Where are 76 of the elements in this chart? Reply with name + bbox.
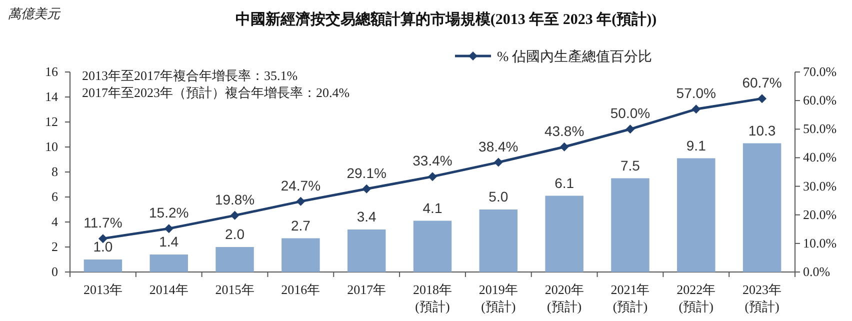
y-tick-label: 16: [45, 64, 58, 79]
data-label: 29.1%: [346, 164, 386, 181]
y-tick-label: 8: [52, 164, 58, 179]
y2-tick-label: 10.0%: [803, 235, 837, 250]
bar: [347, 230, 386, 272]
bar: [677, 158, 716, 272]
bar: [545, 196, 584, 272]
x-tick-label: 2017年: [347, 282, 386, 297]
data-label: 1.4: [159, 234, 179, 250]
point: [494, 158, 503, 167]
annotation: 2013年至2017年複合年增長率：35.1%: [82, 68, 298, 83]
data-label: 33.4%: [412, 152, 452, 169]
y-tick-label: 0: [52, 264, 58, 279]
point: [626, 124, 635, 134]
data-label: 3.4: [356, 208, 377, 224]
x-tick-label: 2022年 (預計): [676, 282, 716, 314]
x-tick-label: 2019年 (預計): [478, 282, 518, 314]
legend-label: % 佔國內生產總值百分比: [497, 49, 652, 65]
bar: [150, 254, 188, 272]
point: [428, 172, 437, 182]
data-label: 4.1: [422, 200, 442, 216]
data-label: 10.3: [748, 122, 776, 138]
y-tick-label: 2: [52, 239, 58, 254]
point: [230, 210, 240, 220]
data-label: 6.1: [554, 174, 574, 191]
point: [560, 142, 569, 152]
bar: [84, 260, 122, 272]
x-tick-label: 2015年: [215, 282, 254, 297]
point: [758, 94, 767, 104]
x-tick-label: 2020年 (預計): [544, 282, 584, 314]
y-tick-label: 10: [45, 139, 58, 154]
x-tick-label: 2016年: [281, 282, 320, 297]
data-label: 2.7: [290, 217, 311, 234]
y-tick-label: 4: [52, 214, 58, 229]
data-label: 50.0%: [610, 105, 650, 122]
y-tick-label: 12: [45, 114, 58, 129]
data-label: 1.0: [93, 238, 113, 254]
y2-tick-label: 20.0%: [803, 206, 837, 222]
data-label: 43.8%: [544, 122, 584, 139]
chart-title: 中國新經濟按交易總額計算的市場規模(2013 年至 2023 年(預計)): [235, 10, 657, 28]
data-label: 60.7%: [742, 74, 782, 91]
x-tick-label: 2021年 (預計): [610, 282, 650, 314]
data-label: 2.0: [225, 226, 245, 242]
annotation: 2017年至2023年（預計）複合年增長率：20.4%: [82, 85, 350, 100]
y2-tick-label: 30.0%: [803, 178, 837, 194]
bar: [282, 238, 320, 272]
data-label: 15.2%: [149, 204, 189, 221]
data-label: 5.0: [488, 188, 508, 204]
point: [164, 224, 174, 234]
y2-tick-label: 50.0%: [803, 121, 837, 136]
bar: [742, 143, 782, 272]
y-tick-label: 14: [45, 89, 58, 104]
bar: [611, 178, 650, 272]
data-label: 38.4%: [478, 138, 518, 154]
y-axis-title: 萬億美元: [8, 6, 61, 21]
data-label: 19.8%: [214, 191, 255, 208]
point: [296, 196, 306, 206]
x-tick-label: 2018年 (預計): [413, 282, 452, 314]
data-label: 57.0%: [676, 85, 716, 102]
bar: [216, 247, 254, 272]
data-label: 11.7%: [84, 214, 122, 231]
y-tick-label: 6: [52, 189, 58, 204]
bar: [413, 220, 452, 272]
x-tick-label: 2014年: [149, 282, 188, 297]
point: [692, 104, 701, 114]
data-label: 7.5: [620, 157, 640, 174]
y2-tick-label: 60.0%: [803, 92, 837, 108]
data-label: 24.7%: [280, 177, 321, 194]
y2-tick-label: 40.0%: [803, 150, 837, 165]
x-tick-label: 2023年 (預計): [742, 282, 782, 314]
y2-tick-label: 0.0%: [803, 264, 830, 279]
data-label: 9.1: [686, 137, 706, 154]
bar: [479, 210, 518, 272]
x-tick-label: 2013年: [83, 282, 122, 297]
y2-tick-label: 70.0%: [803, 64, 837, 79]
point: [362, 184, 372, 194]
